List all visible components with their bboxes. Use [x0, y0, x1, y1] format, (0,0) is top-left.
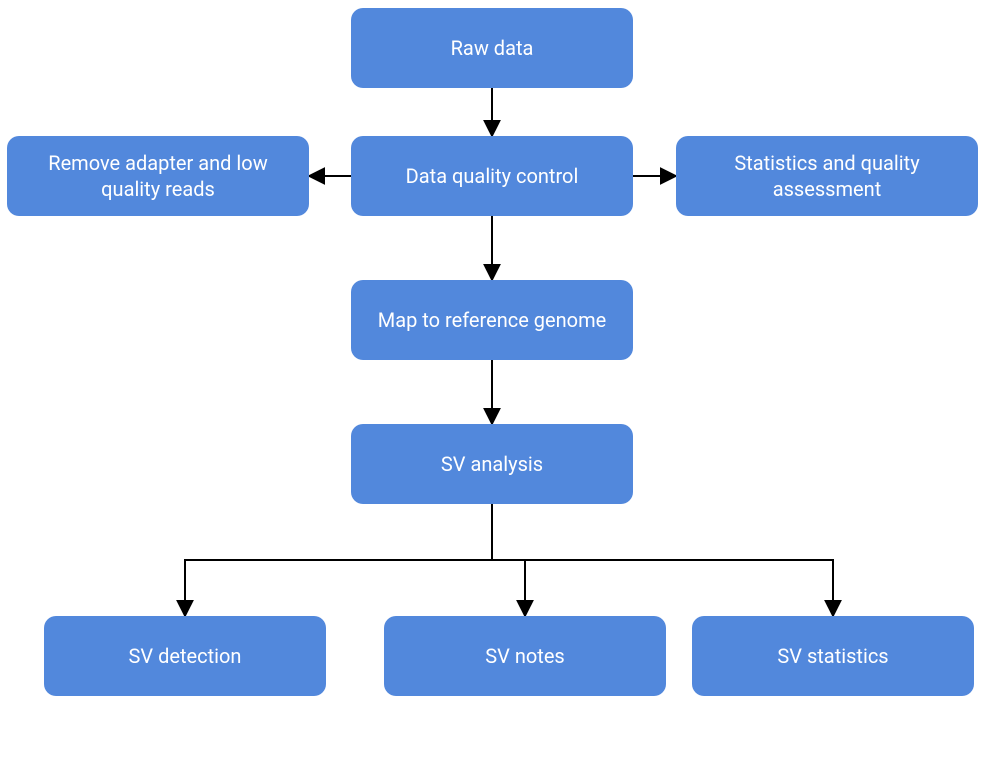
flow-node-svnotes: SV notes	[384, 616, 666, 696]
edge-sv-to-svnotes	[492, 504, 525, 616]
flow-node-label: SV detection	[129, 643, 242, 669]
flow-node-qc: Data quality control	[351, 136, 633, 216]
flow-node-label: SV analysis	[441, 451, 543, 477]
flow-node-map: Map to reference genome	[351, 280, 633, 360]
flow-node-remove: Remove adapter and low quality reads	[7, 136, 309, 216]
edge-sv-to-svstat	[492, 504, 833, 616]
flow-node-svstat: SV statistics	[692, 616, 974, 696]
flow-node-sv: SV analysis	[351, 424, 633, 504]
flow-node-label: SV statistics	[777, 643, 888, 669]
flow-node-label: Remove adapter and low quality reads	[21, 150, 295, 202]
edge-sv-to-svdet	[185, 504, 492, 616]
flow-node-raw: Raw data	[351, 8, 633, 88]
flow-node-label: Statistics and quality assessment	[690, 150, 964, 202]
flow-node-label: Raw data	[451, 35, 534, 61]
flow-node-label: Data quality control	[406, 163, 579, 189]
flow-node-svdet: SV detection	[44, 616, 326, 696]
flow-node-stats: Statistics and quality assessment	[676, 136, 978, 216]
flowchart-canvas: Raw data Remove adapter and low quality r…	[0, 0, 987, 761]
flow-node-label: Map to reference genome	[378, 307, 606, 333]
flow-node-label: SV notes	[485, 643, 565, 669]
